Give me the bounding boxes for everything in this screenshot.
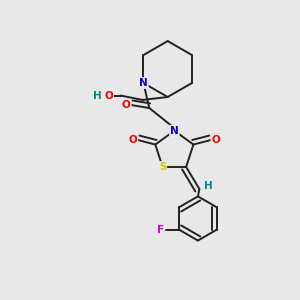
Text: H: H [204,181,213,191]
Text: N: N [139,78,148,88]
Text: H: H [93,91,102,100]
Text: O: O [129,135,137,145]
Text: O: O [122,100,131,110]
Text: O: O [104,91,113,100]
Text: S: S [159,162,166,172]
Text: F: F [157,224,164,235]
Text: O: O [212,135,220,145]
Text: N: N [170,126,179,136]
